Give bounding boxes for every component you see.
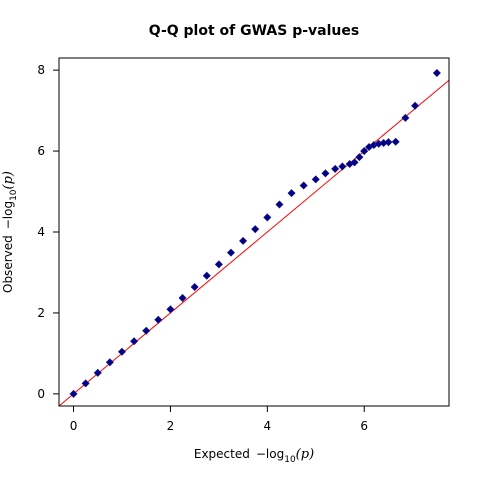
- y-tick-label: 4: [37, 225, 45, 239]
- x-axis-ticks: 0 2 4 6: [70, 406, 368, 433]
- x-axis-label: Expected −log10(p): [194, 447, 314, 465]
- qq-point: [338, 162, 347, 171]
- x-tick-label: 6: [360, 419, 368, 433]
- qq-point: [142, 326, 151, 335]
- y-axis-ticks: 0 2 4 6 8: [37, 63, 59, 401]
- qq-point: [226, 248, 236, 257]
- qq-point: [401, 113, 410, 122]
- qq-point: [69, 389, 78, 398]
- ref-line-group: [59, 79, 449, 406]
- x-tick-label: 2: [167, 419, 175, 433]
- y-tick-label: 6: [37, 144, 45, 158]
- y-axis-label-expr: −log: [1, 201, 15, 229]
- qq-point: [355, 153, 364, 162]
- qq-point: [432, 68, 441, 77]
- qq-point: [202, 271, 211, 280]
- reference-line: [59, 79, 449, 406]
- y-tick-label: 0: [37, 387, 45, 401]
- qq-point: [117, 347, 127, 356]
- x-axis-label-prefix: Expected: [194, 447, 250, 461]
- qq-point: [275, 200, 284, 209]
- qq-point: [263, 213, 272, 222]
- y-tick-label: 8: [37, 63, 45, 77]
- chart-title: Q-Q plot of GWAS p-values: [149, 23, 359, 39]
- y-axis-label-prefix: Observed: [1, 235, 15, 293]
- qq-point: [384, 138, 393, 147]
- qq-point: [214, 260, 223, 269]
- qq-point: [321, 169, 330, 178]
- x-axis-label-expr: −log: [256, 447, 284, 461]
- qq-point: [190, 283, 199, 292]
- qq-point: [411, 101, 420, 110]
- qq-point: [360, 147, 369, 156]
- qq-point: [93, 368, 102, 377]
- qq-point: [239, 236, 248, 245]
- qq-point: [81, 379, 90, 388]
- qq-point: [105, 358, 114, 367]
- qq-point: [287, 189, 296, 198]
- qq-point: [350, 158, 359, 167]
- data-points: [69, 68, 441, 398]
- qq-point: [311, 175, 320, 184]
- plot-frame: [58, 57, 450, 407]
- y-tick-label: 2: [37, 306, 45, 320]
- y-axis-label-arg: (p): [1, 171, 16, 189]
- qq-point: [178, 293, 187, 302]
- y-axis-label: Observed −log10(p): [1, 171, 19, 293]
- x-axis-label-sub: 10: [284, 455, 296, 465]
- qq-point: [166, 305, 175, 314]
- qq-point: [130, 337, 139, 346]
- qq-point: [299, 181, 308, 190]
- x-axis-label-arg: (p): [296, 447, 314, 462]
- x-tick-label: 0: [70, 419, 78, 433]
- y-axis-label-sub: 10: [9, 189, 19, 201]
- qq-point: [331, 164, 340, 173]
- qq-point: [391, 137, 400, 146]
- qq-point: [251, 225, 260, 234]
- qq-point: [154, 315, 163, 324]
- x-tick-label: 4: [264, 419, 272, 433]
